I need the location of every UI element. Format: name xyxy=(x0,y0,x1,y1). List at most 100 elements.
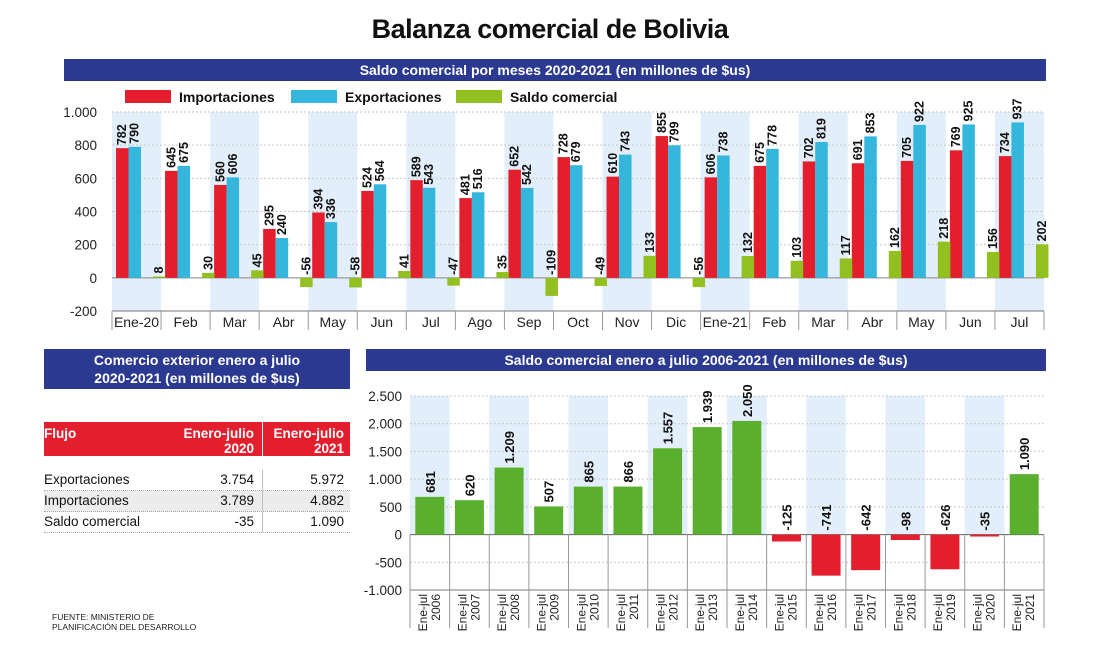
row-2020: -35 xyxy=(176,512,263,532)
x-tick-label: Ene-jul xyxy=(852,594,866,631)
bar xyxy=(815,142,828,278)
x-tick-label: Ene-21 xyxy=(703,314,748,330)
bar xyxy=(471,192,485,278)
data-label: -626 xyxy=(938,505,953,531)
bar xyxy=(900,160,914,278)
x-tick-label: Jul xyxy=(422,314,440,330)
data-label: -741 xyxy=(819,505,834,531)
bar xyxy=(373,184,387,278)
bar xyxy=(839,258,853,278)
y-tick-label: 2.000 xyxy=(368,417,402,432)
legend-swatch xyxy=(291,90,337,103)
legend-swatch xyxy=(125,90,171,103)
data-label: 1.557 xyxy=(661,412,676,445)
bar xyxy=(619,154,632,278)
x-tick-label: Jul xyxy=(1011,314,1029,330)
bar xyxy=(263,228,276,278)
x-tick-label: Abr xyxy=(273,314,295,330)
bar xyxy=(937,241,951,278)
bar xyxy=(998,156,1012,278)
bar xyxy=(569,165,583,278)
x-tick-label: Ene-jul xyxy=(654,594,668,631)
data-label: -47 xyxy=(447,257,461,275)
data-label: 218 xyxy=(937,218,951,239)
y-tick-label: 1.500 xyxy=(368,444,402,459)
bar xyxy=(251,270,264,278)
bar xyxy=(422,187,436,278)
y-tick-label: 400 xyxy=(74,205,97,220)
bar xyxy=(949,150,963,278)
bar xyxy=(128,146,141,278)
x-tick-label: 2018 xyxy=(904,594,918,621)
bar xyxy=(717,155,730,278)
data-label: 645 xyxy=(164,147,178,168)
x-tick-label: May xyxy=(908,314,934,330)
bar xyxy=(732,420,762,535)
x-tick-label: Ene-jul xyxy=(891,594,905,631)
bar xyxy=(771,534,801,542)
column-shade xyxy=(885,396,926,535)
legend-label: Importaciones xyxy=(179,89,275,105)
bar xyxy=(520,187,534,278)
bar xyxy=(986,251,1000,278)
bar xyxy=(534,506,564,535)
data-label: -98 xyxy=(898,512,913,531)
bar xyxy=(410,180,423,278)
bar xyxy=(165,170,178,278)
bar xyxy=(692,427,722,535)
page-title: Balanza comercial de Bolivia xyxy=(371,14,729,44)
row-label: Exportaciones xyxy=(44,472,130,487)
data-label: 855 xyxy=(655,112,669,133)
source-note: FUENTE: MINISTERIO DE PLANIFICACIÓN DEL … xyxy=(52,612,196,632)
row-label: Saldo comercial xyxy=(44,514,141,529)
x-tick-label: 2014 xyxy=(746,594,760,621)
data-label: 133 xyxy=(643,232,657,253)
x-tick-label: 2010 xyxy=(587,594,601,621)
x-tick-label: Ago xyxy=(467,314,492,330)
yearly-chart-title: Saldo comercial enero a julio 2006-2021 … xyxy=(366,349,1046,371)
bar xyxy=(888,250,902,278)
x-tick-label: Sep xyxy=(516,314,541,330)
data-label: 156 xyxy=(986,228,1000,249)
data-label: 564 xyxy=(373,160,387,181)
y-tick-label: 500 xyxy=(379,500,402,515)
data-label: 925 xyxy=(962,101,976,122)
data-label: 606 xyxy=(704,153,718,174)
x-tick-label: 2016 xyxy=(825,594,839,621)
bar xyxy=(970,534,1000,537)
data-label: 743 xyxy=(618,131,632,152)
data-label: 691 xyxy=(851,139,865,160)
bar xyxy=(557,157,570,278)
bar xyxy=(790,260,804,278)
data-label: 679 xyxy=(569,141,583,162)
bar xyxy=(613,486,643,535)
source-line1: FUENTE: MINISTERIO DE xyxy=(52,612,155,622)
x-tick-label: Ene-jul xyxy=(614,594,628,631)
data-label: 606 xyxy=(226,153,240,174)
x-tick-label: Ene-jul xyxy=(931,594,945,631)
data-label: 652 xyxy=(508,146,522,167)
x-tick-label: 2012 xyxy=(667,594,681,621)
table-title-line1: Comercio exterior enero a julio xyxy=(93,352,301,368)
x-tick-label: Abr xyxy=(861,314,883,330)
bar xyxy=(459,198,472,278)
bar xyxy=(643,255,657,278)
header-flujo: Flujo xyxy=(44,426,77,441)
data-label: 336 xyxy=(324,198,338,219)
data-label: 782 xyxy=(115,124,129,145)
x-tick-label: 2019 xyxy=(944,594,958,621)
x-tick-label: Mar xyxy=(223,314,247,330)
bar xyxy=(494,467,524,535)
bar xyxy=(361,190,374,278)
y-tick-label: 200 xyxy=(74,238,97,253)
data-label: 922 xyxy=(913,101,927,122)
row-2021: 1.090 xyxy=(310,514,344,529)
data-label: -125 xyxy=(779,505,794,531)
data-label: 589 xyxy=(410,156,424,177)
y-tick-label: -500 xyxy=(375,555,402,570)
y-tick-label: 1.000 xyxy=(368,472,402,487)
data-label: 866 xyxy=(621,461,636,483)
data-label: 853 xyxy=(864,112,878,133)
